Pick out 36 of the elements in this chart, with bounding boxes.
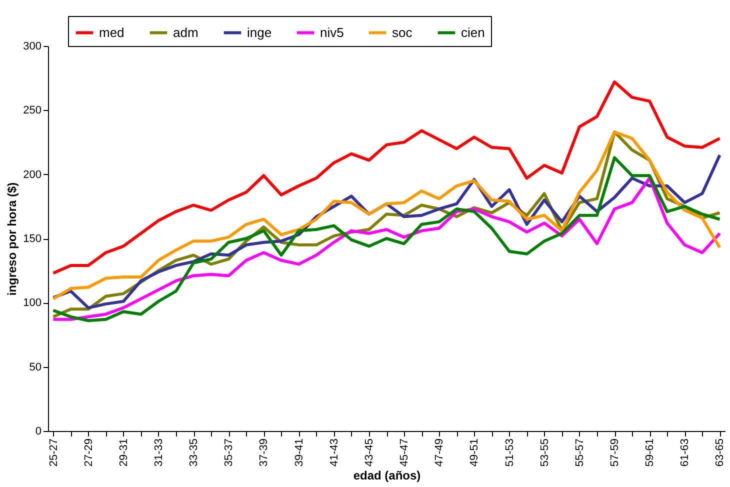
x-tick-label: 33-35 [188, 438, 200, 467]
x-tick-label: 63-65 [714, 438, 726, 467]
x-tick-label: 47-49 [434, 438, 446, 467]
legend-label: soc [392, 24, 413, 40]
y-axis-title: ingreso por hora ($) [5, 182, 20, 296]
line-series [52, 80, 722, 275]
x-tick-label: 35-37 [223, 438, 236, 467]
x-tick-label: 49-51 [468, 438, 481, 467]
y-tick-label: 150 [23, 233, 42, 245]
x-tick-label: 61-63 [679, 438, 692, 467]
x-axis-title: edad (años) [353, 468, 421, 483]
y-tick-label: 200 [23, 168, 42, 181]
x-tick-label: 43-45 [363, 438, 376, 467]
x-tick-label: 39-41 [293, 438, 306, 467]
y-tick-label: 50 [29, 361, 42, 374]
legend-label: adm [173, 24, 198, 40]
y-tick-label: 250 [23, 104, 42, 117]
x-tick-label: 45-47 [398, 438, 411, 467]
x-tick-label: 29-31 [118, 438, 130, 467]
x-tick-label: 57-59 [609, 438, 622, 467]
x-tick-label: 27-29 [82, 438, 95, 467]
x-tick-label: 37-39 [258, 438, 270, 467]
y-tick-label: 100 [23, 297, 42, 310]
y-tick-label: 300 [23, 40, 42, 52]
x-tick-label: 53-55 [538, 438, 551, 467]
x-tick-label: 55-57 [574, 438, 586, 467]
legend-label: niv5 [320, 24, 344, 40]
legend-label: med [99, 24, 124, 40]
x-tick-label: 25-27 [48, 438, 60, 467]
legend-label: cien [461, 24, 485, 40]
legend-label: inge [247, 24, 272, 40]
x-tick-label: 51-53 [504, 438, 516, 467]
y-tick-label: 0 [35, 426, 42, 438]
x-tick-label: 41-43 [328, 438, 340, 467]
x-tick-label: 59-61 [644, 438, 656, 467]
x-tick-label: 31-33 [152, 438, 165, 467]
